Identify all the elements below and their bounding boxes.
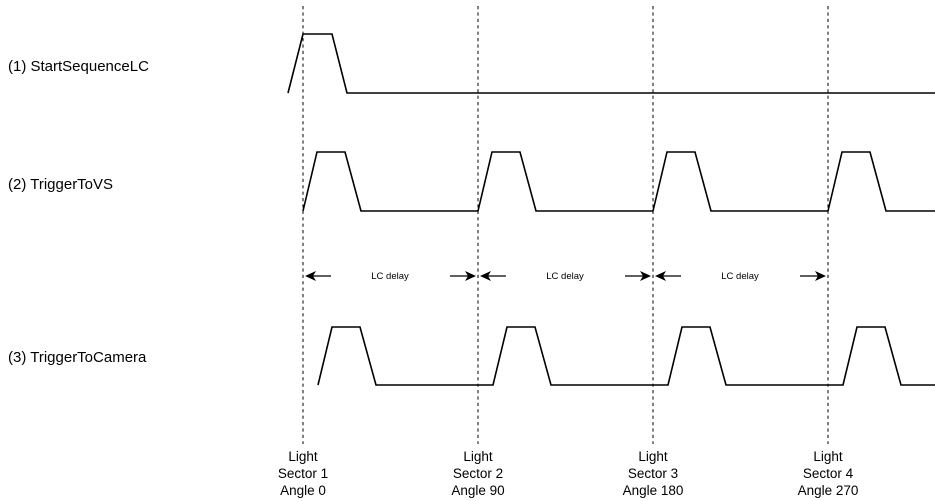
- delay-2-left-arrowhead: [480, 271, 491, 281]
- marker-captions: Light Sector 1 Angle 0 Light Sector 2 An…: [278, 449, 859, 498]
- signal-labels: (1) StartSequenceLC (2) TriggerToVS (3) …: [8, 58, 149, 366]
- delay-1-left-arrowhead: [305, 271, 316, 281]
- waveform-start-sequence-lc: [287, 33, 935, 94]
- marker-2-angle: Angle 90: [451, 483, 504, 498]
- marker-lines: [302, 6, 829, 444]
- marker-3-light: Light: [638, 449, 668, 464]
- marker-3-angle: Angle 180: [623, 483, 684, 498]
- marker-3-sector: Sector 3: [628, 466, 678, 481]
- marker-caption-2: Light Sector 2 Angle 90: [451, 449, 504, 498]
- signal-label-trigger-to-camera: (3) TriggerToCamera: [8, 349, 147, 366]
- delay-arrow-3: [655, 271, 826, 281]
- marker-caption-3: Light Sector 3 Angle 180: [623, 449, 684, 498]
- marker-4-angle: Angle 270: [798, 483, 859, 498]
- marker-caption-1: Light Sector 1 Angle 0: [278, 449, 328, 498]
- signal-label-trigger-to-vs: (2) TriggerToVS: [8, 176, 113, 193]
- delay-arrows: [305, 271, 826, 281]
- marker-1-angle: Angle 0: [280, 483, 326, 498]
- waveform-trigger-to-camera: [317, 326, 935, 386]
- waveform-trigger-to-vs: [302, 151, 935, 212]
- delay-3-right-arrowhead: [815, 271, 826, 281]
- marker-1-sector: Sector 1: [278, 466, 328, 481]
- delay-arrow-2: [480, 271, 651, 281]
- marker-4-light: Light: [813, 449, 843, 464]
- marker-2-light: Light: [463, 449, 493, 464]
- delay-arrow-1: [305, 271, 476, 281]
- signal-label-start-sequence-lc: (1) StartSequenceLC: [8, 58, 149, 75]
- delay-3-left-arrowhead: [655, 271, 666, 281]
- delay-label-2: LC delay: [546, 271, 584, 282]
- waveforms: [287, 33, 935, 386]
- delay-label-3: LC delay: [721, 271, 759, 282]
- marker-caption-4: Light Sector 4 Angle 270: [798, 449, 859, 498]
- delay-2-right-arrowhead: [640, 271, 651, 281]
- delay-labels: LC delay LC delay LC delay: [371, 271, 759, 282]
- delay-1-right-arrowhead: [465, 271, 476, 281]
- marker-1-light: Light: [288, 449, 318, 464]
- delay-label-1: LC delay: [371, 271, 409, 282]
- marker-4-sector: Sector 4: [803, 466, 854, 481]
- marker-2-sector: Sector 2: [453, 466, 503, 481]
